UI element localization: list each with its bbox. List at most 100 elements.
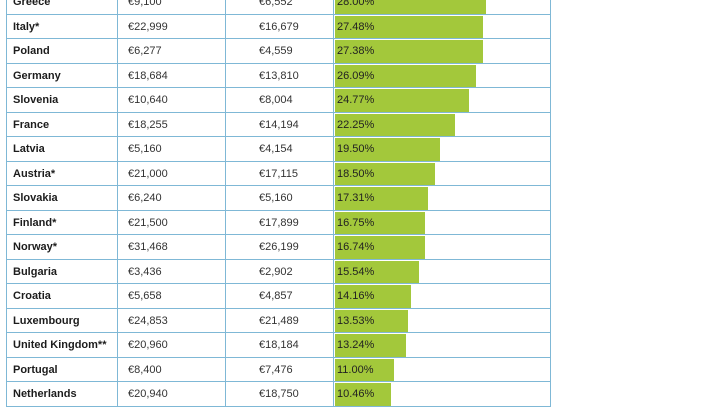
value1-cell: €3,436 — [118, 259, 226, 284]
percentage-bar — [335, 285, 412, 308]
percentage-bar — [335, 138, 441, 161]
value1-cell: €24,853 — [118, 308, 226, 333]
value1-cell: €8,400 — [118, 357, 226, 382]
percentage-label: 10.46% — [337, 388, 375, 400]
value1-cell: €20,940 — [118, 382, 226, 407]
percentage-label: 19.50% — [337, 143, 375, 155]
country-cell: Latvia — [6, 137, 118, 162]
value1-cell: €5,658 — [118, 284, 226, 309]
country-cell: Norway* — [6, 235, 118, 260]
percentage-bar — [335, 260, 419, 283]
percentage-bar — [335, 358, 395, 381]
percentage-cell: 10.46% — [334, 382, 551, 407]
percentage-label: 11.00% — [337, 363, 374, 376]
table-row: Slovenia €10,640 €8,004 24.77% — [0, 88, 713, 113]
percentage-label: 17.31% — [337, 192, 375, 204]
country-cell: Slovakia — [6, 186, 118, 211]
country-cell: Finland* — [6, 210, 118, 235]
country-cell: Greece — [6, 0, 118, 15]
percentage-label: 15.54% — [337, 265, 375, 278]
percentage-bar — [335, 40, 483, 63]
country-cell: Luxembourg — [6, 308, 118, 333]
country-cell: Netherlands — [6, 382, 118, 407]
percentage-bar — [335, 162, 435, 185]
value2-cell: €17,899 — [226, 210, 334, 235]
table-row: Latvia €5,160 €4,154 19.50% — [0, 137, 713, 162]
percentage-label: 24.77% — [337, 94, 375, 106]
percentage-bar — [335, 236, 426, 259]
value1-cell: €18,255 — [118, 112, 226, 137]
percentage-cell: 24.77% — [334, 88, 551, 113]
percentage-cell: 17.31% — [334, 186, 551, 211]
country-cell: United Kingdom** — [6, 333, 118, 358]
percentage-label: 26.09% — [337, 69, 375, 82]
value2-cell: €13,810 — [226, 63, 334, 88]
country-cell: Germany — [6, 63, 118, 88]
country-cell: Croatia — [6, 284, 118, 309]
percentage-bar — [335, 187, 429, 210]
percentage-label: 13.53% — [337, 314, 375, 327]
value1-cell: €21,000 — [118, 161, 226, 186]
percentage-cell: 22.25% — [334, 112, 551, 137]
percentage-bar — [335, 64, 476, 87]
value2-cell: €21,489 — [226, 308, 334, 333]
percentage-bar — [335, 211, 426, 234]
table-row: Luxembourg €24,853 €21,489 13.53% — [0, 308, 713, 333]
percentage-cell: 15.54% — [334, 259, 551, 284]
country-cell: Austria* — [6, 161, 118, 186]
table-row: Slovakia €6,240 €5,160 17.31% — [0, 186, 713, 211]
table-row: Netherlands €20,940 €18,750 10.46% — [0, 382, 713, 407]
percentage-label: 22.25% — [337, 118, 375, 131]
table-row: France €18,255 €14,194 22.25% — [0, 112, 713, 137]
percentage-label: 16.75% — [337, 216, 375, 229]
value2-cell: €26,199 — [226, 235, 334, 260]
value2-cell: €4,559 — [226, 39, 334, 64]
country-cell: Portugal — [6, 357, 118, 382]
percentage-label: 28.00% — [337, 0, 375, 8]
table-row: United Kingdom** €20,960 €18,184 13.24% — [0, 333, 713, 358]
table-row: Germany €18,684 €13,810 26.09% — [0, 63, 713, 88]
percentage-cell: 19.50% — [334, 137, 551, 162]
value2-cell: €18,750 — [226, 382, 334, 407]
table-row: Italy* €22,999 €16,679 27.48% — [0, 14, 713, 39]
table-row: Greece €9,100 €6,552 28.00% — [0, 0, 713, 15]
percentage-cell: 27.48% — [334, 14, 551, 39]
value2-cell: €6,552 — [226, 0, 334, 15]
percentage-label: 18.50% — [337, 167, 375, 180]
percentage-label: 13.24% — [337, 339, 375, 351]
table-row: Bulgaria €3,436 €2,902 15.54% — [0, 259, 713, 284]
value1-cell: €6,240 — [118, 186, 226, 211]
value2-cell: €14,194 — [226, 112, 334, 137]
percentage-label: 27.38% — [337, 45, 375, 57]
percentage-cell: 16.75% — [334, 210, 551, 235]
country-cell: Bulgaria — [6, 259, 118, 284]
percentage-cell: 16.74% — [334, 235, 551, 260]
country-cell: Poland — [6, 39, 118, 64]
value2-cell: €2,902 — [226, 259, 334, 284]
value2-cell: €17,115 — [226, 161, 334, 186]
value2-cell: €7,476 — [226, 357, 334, 382]
percentage-bar — [335, 89, 469, 112]
value1-cell: €5,160 — [118, 137, 226, 162]
percentage-cell: 26.09% — [334, 63, 551, 88]
percentage-label: 27.48% — [337, 20, 375, 33]
country-cell: Italy* — [6, 14, 118, 39]
country-cell: France — [6, 112, 118, 137]
percentage-bar — [335, 113, 456, 136]
value1-cell: €21,500 — [118, 210, 226, 235]
percentage-label: 14.16% — [337, 290, 375, 302]
percentage-label: 16.74% — [337, 241, 375, 253]
value2-cell: €18,184 — [226, 333, 334, 358]
value2-cell: €4,857 — [226, 284, 334, 309]
value2-cell: €8,004 — [226, 88, 334, 113]
table-row: Austria* €21,000 €17,115 18.50% — [0, 161, 713, 186]
percentage-cell: 14.16% — [334, 284, 551, 309]
value1-cell: €6,277 — [118, 39, 226, 64]
value1-cell: €22,999 — [118, 14, 226, 39]
percentage-bar — [335, 0, 487, 14]
percentage-bar — [335, 309, 409, 332]
value2-cell: €16,679 — [226, 14, 334, 39]
percentage-cell: 13.53% — [334, 308, 551, 333]
table-row: Norway* €31,468 €26,199 16.74% — [0, 235, 713, 260]
percentage-bar — [335, 15, 484, 38]
